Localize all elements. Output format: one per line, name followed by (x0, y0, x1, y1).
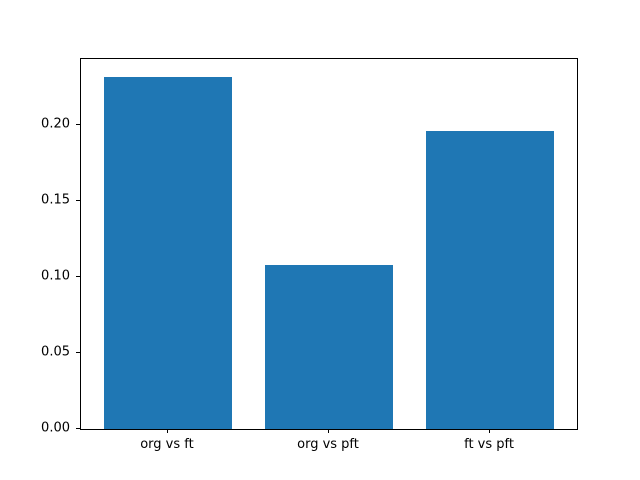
bar-ft-vs-pft (425, 131, 555, 429)
y-tick-label: 0.20 (41, 116, 70, 132)
y-tick-mark (76, 124, 80, 126)
plot-area (80, 58, 578, 430)
y-tick-mark (76, 200, 80, 202)
x-tick-label: ft vs pft (464, 437, 514, 452)
y-tick-label: 0.15 (41, 192, 70, 208)
y-tick-label: 0.10 (41, 268, 70, 284)
y-tick-label: 0.05 (41, 344, 70, 360)
x-tick-mark (489, 429, 491, 433)
y-tick-mark (76, 276, 80, 278)
y-tick-mark (76, 428, 80, 429)
x-tick-mark (328, 429, 329, 433)
bar-org-vs-pft (264, 264, 394, 429)
y-tick-label: 0.00 (41, 420, 70, 436)
bar-org-vs-ft (103, 76, 233, 429)
x-tick-mark (166, 429, 168, 433)
x-tick-label: org vs pft (297, 437, 359, 452)
x-tick-label: org vs ft (140, 437, 194, 452)
y-tick-mark (76, 352, 80, 354)
